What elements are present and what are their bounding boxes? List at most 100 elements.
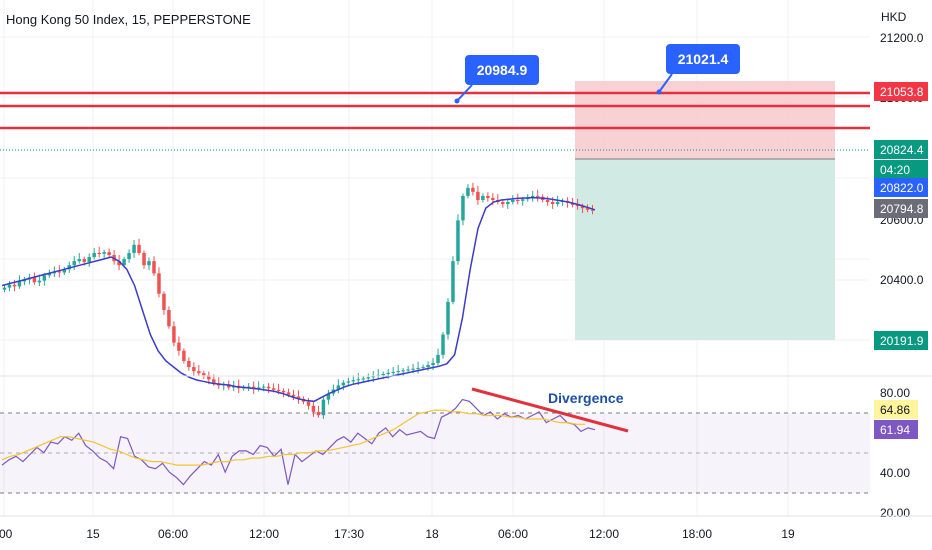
time-tick: 19	[781, 527, 795, 541]
candle	[351, 375, 356, 386]
candle	[97, 246, 101, 258]
price-axis-labels: 21053.8 20824.4 04:20 20822.0 20794.8 20191.9	[874, 82, 928, 350]
candle	[446, 298, 450, 340]
candle	[132, 239, 136, 258]
candle	[341, 380, 346, 391]
svg-text:20822.0: 20822.0	[880, 181, 924, 195]
candle	[281, 388, 286, 398]
candle	[22, 277, 27, 286]
time-tick: 18:00	[682, 527, 712, 541]
candle	[496, 193, 500, 205]
candle	[77, 252, 81, 264]
time-tick: 17:30	[334, 527, 364, 541]
callout-20984-label: 20984.9	[477, 62, 528, 78]
take-profit-zone[interactable]	[575, 159, 835, 340]
candle	[311, 400, 316, 417]
price-badge: 20824.4	[874, 140, 928, 159]
price-badge: 20794.8	[874, 199, 928, 218]
candle	[555, 195, 560, 207]
candle	[471, 182, 475, 196]
candle	[172, 321, 176, 347]
divergence-trendline[interactable]	[471, 387, 629, 433]
candle	[2, 285, 7, 293]
time-tick: 18	[425, 527, 439, 541]
price-badge: 20191.9	[874, 331, 928, 350]
candle	[406, 365, 410, 373]
candle	[516, 193, 520, 205]
candle	[535, 189, 540, 202]
price-tick: 20400.0	[880, 273, 924, 287]
time-tick: 15	[86, 527, 100, 541]
time-tick: 06:00	[498, 527, 528, 541]
candle	[451, 256, 455, 305]
candle	[187, 357, 191, 371]
svg-text:20191.9: 20191.9	[880, 334, 924, 348]
svg-text:21053.8: 21053.8	[880, 85, 924, 99]
callout-20984[interactable]: 20984.9	[454, 55, 540, 104]
candle	[585, 204, 590, 213]
candle	[416, 361, 420, 374]
candle	[102, 249, 106, 259]
candle	[396, 365, 400, 376]
candle	[167, 306, 171, 329]
candle	[476, 185, 480, 205]
candle	[147, 257, 151, 271]
candle	[506, 198, 510, 209]
time-tick: 12:00	[249, 527, 279, 541]
candle	[137, 238, 141, 256]
rsi-tick: 40.00	[880, 466, 910, 480]
candle	[486, 192, 490, 202]
rsi-tick: 80.00	[880, 386, 910, 400]
candle	[361, 376, 366, 382]
candle	[7, 281, 12, 292]
time-tick: 12:00	[589, 527, 619, 541]
rsi-axis-labels: 64.86 61.94	[874, 400, 918, 439]
candle	[152, 256, 156, 276]
divergence-label: Divergence	[548, 390, 624, 406]
candle	[266, 382, 271, 394]
rsi-line	[1, 398, 596, 486]
moving-average-line	[1, 196, 596, 403]
callout-21021[interactable]: 21021.4	[656, 44, 741, 95]
price-candles	[2, 182, 595, 419]
candle	[456, 214, 460, 265]
candle	[441, 332, 445, 359]
candle	[511, 195, 515, 205]
candle	[127, 249, 131, 263]
candle	[530, 191, 535, 202]
time-axis[interactable]: :00 15 06:00 12:00 17:30 18 06:00 12:00 18:00 19	[0, 527, 795, 541]
currency-label: HKD	[881, 10, 907, 24]
candle	[17, 275, 22, 289]
price-badge: 21053.8	[874, 82, 928, 101]
rsi-badge: 64.86	[874, 400, 918, 419]
candle	[316, 405, 321, 418]
candle	[481, 193, 485, 203]
candle	[162, 291, 166, 315]
callout-21021-label: 21021.4	[678, 51, 729, 67]
candle	[391, 367, 395, 376]
price-tick: 21200.0	[880, 31, 924, 45]
candle	[321, 397, 326, 419]
rsi-signal-line	[1, 409, 585, 466]
candle	[72, 256, 77, 271]
candle	[92, 248, 96, 260]
candle	[107, 248, 111, 258]
candle	[545, 196, 550, 206]
candle	[331, 384, 336, 397]
candle	[296, 390, 301, 404]
candle	[182, 348, 186, 364]
candle	[142, 250, 146, 269]
candle	[202, 370, 206, 379]
candle	[326, 389, 331, 405]
chart-title: Hong Kong 50 Index, 15, PEPPERSTONE	[6, 12, 251, 27]
price-badge: 04:20	[874, 160, 928, 179]
candle	[157, 267, 161, 298]
candle	[222, 381, 226, 391]
candle	[376, 369, 380, 379]
candle	[306, 398, 311, 410]
candle	[177, 336, 181, 356]
rsi-tick: 20.00	[880, 506, 910, 520]
candle	[197, 365, 201, 376]
time-tick: :00	[0, 527, 13, 541]
